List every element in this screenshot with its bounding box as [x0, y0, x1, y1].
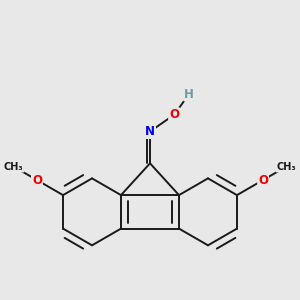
- Text: CH₃: CH₃: [4, 162, 24, 172]
- Text: H: H: [184, 88, 194, 100]
- Text: O: O: [258, 174, 268, 187]
- Text: O: O: [169, 108, 179, 121]
- Text: O: O: [32, 174, 42, 187]
- Text: N: N: [145, 125, 155, 138]
- Text: CH₃: CH₃: [276, 162, 296, 172]
